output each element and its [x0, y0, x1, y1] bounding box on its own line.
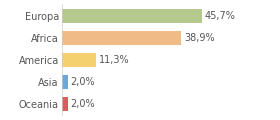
Text: 2,0%: 2,0% [70, 77, 95, 87]
Bar [62, 53, 96, 67]
Bar [62, 31, 181, 45]
Text: 2,0%: 2,0% [70, 99, 95, 109]
Text: 45,7%: 45,7% [205, 11, 236, 21]
Bar [62, 75, 68, 89]
Text: 11,3%: 11,3% [99, 55, 129, 65]
Bar [62, 97, 68, 111]
Bar [62, 9, 202, 23]
Text: 38,9%: 38,9% [184, 33, 214, 43]
